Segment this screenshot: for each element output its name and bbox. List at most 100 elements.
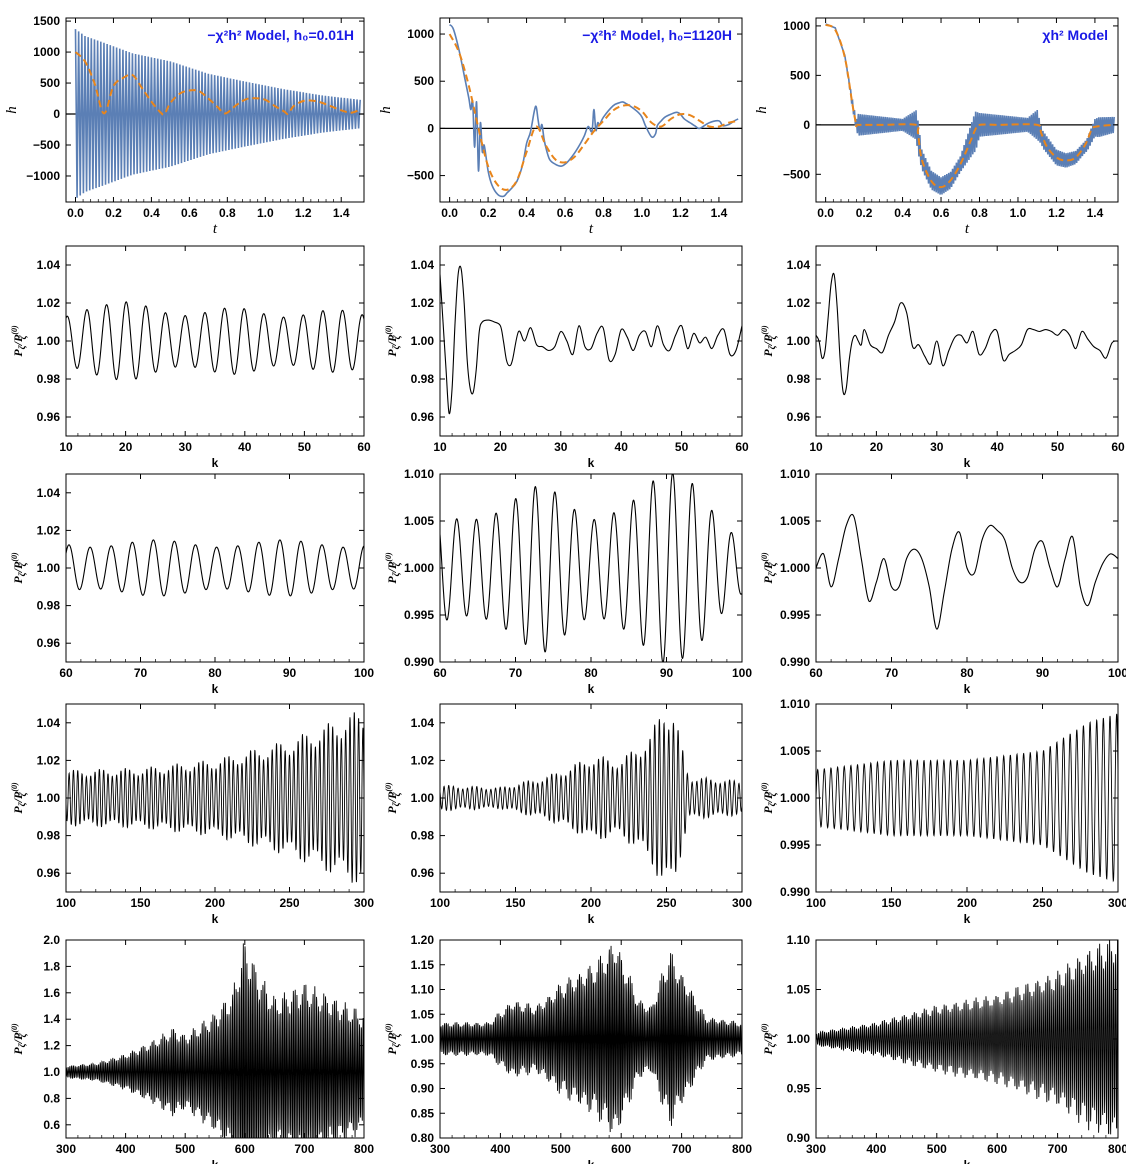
x-tick-label: 1.2 (672, 206, 689, 220)
y-axis-label-sub2: ζ (392, 561, 402, 566)
y-axis-label: Pζ/P(0)ζ (760, 782, 778, 814)
x-tick-label: 100 (430, 896, 450, 910)
y-tick-label: 1.02 (787, 296, 811, 310)
plot-area-r4c1 (440, 945, 742, 1133)
plot-area-r4c0 (66, 943, 364, 1138)
envelope-line (74, 51, 361, 116)
panel-r4c2: 300 400 500 600 700 800 0.90 0.95 1.00 1.05 1.10 k P… (760, 933, 1126, 1164)
x-tick-label: 0.8 (971, 206, 988, 220)
y-tick-label: 1.010 (780, 697, 810, 711)
spectrum-line (816, 713, 1118, 883)
x-tick-label: 30 (930, 440, 944, 454)
x-tick-label: 100 (806, 896, 826, 910)
x-axis-label: k (588, 682, 595, 696)
x-axis-label: k (588, 456, 595, 470)
x-tick-label: 1.0 (634, 206, 651, 220)
x-tick-label: 60 (433, 666, 447, 680)
y-axis-label-slash: /P (761, 791, 775, 803)
y-axis-label: Pζ/P(0)ζ (760, 552, 778, 584)
x-tick-label: 30 (554, 440, 568, 454)
y-tick-label: 1.00 (37, 791, 61, 805)
panel-r2c2: 60 70 80 90 100 0.990 0.995 1.000 1.005 1.010 k Pζ/… (760, 467, 1126, 696)
x-tick-label: 800 (732, 1142, 752, 1156)
x-tick-label: 600 (611, 1142, 631, 1156)
panel-r3c1: 100 150 200 250 300 0.96 0.98 1.00 1.02 1.04 k Pζ/P… (384, 703, 752, 926)
y-tick-label: −500 (783, 167, 810, 181)
spectrum-line (66, 943, 364, 1138)
y-axis-label: Pζ/P(0)ζ (384, 552, 402, 584)
y-tick-label: 0.6 (43, 1118, 60, 1132)
plot-area-r0c2 (816, 23, 1118, 195)
chart-title: −χ²h² Model, h₀=0.01H (207, 27, 354, 43)
y-axis-label-sub2: ζ (392, 791, 402, 796)
x-tick-label: 250 (656, 896, 676, 910)
y-tick-label: 0.990 (780, 885, 810, 899)
y-axis-label-sub: ζ (391, 1042, 401, 1047)
spectrum-line (816, 513, 1118, 630)
plot-area-r3c1 (440, 719, 742, 876)
y-tick-label: 0.98 (37, 599, 61, 613)
x-tick-label: 1.4 (1087, 206, 1104, 220)
y-tick-label: 500 (40, 76, 60, 90)
y-axis-label-sup: (0) (384, 552, 393, 562)
y-tick-label: 0.96 (37, 636, 61, 650)
y-axis-label: Pζ/P(0)ζ (10, 325, 28, 357)
x-tick-label: 300 (806, 1142, 826, 1156)
panel-r0c1: 0.0 0.2 0.4 0.6 0.8 1.0 1.2 1.4 −500 0 500 1000 t h −χ… (378, 17, 743, 237)
x-axis-label: k (964, 682, 971, 696)
y-tick-label: 1.000 (404, 561, 434, 575)
x-tick-label: 100 (354, 666, 374, 680)
y-tick-label: 1.02 (37, 523, 61, 537)
panel-r4c0: 300 400 500 600 700 800 0.6 0.8 1.0 1.2 1.4 1.6 1.8 2… (10, 933, 374, 1164)
panel-r1c0: 10 20 30 40 50 60 0.96 0.98 1.00 1.02 1.04 k Pζ/P(0)… (10, 245, 371, 470)
y-axis-label-slash: /P (385, 791, 399, 803)
y-axis-label: Pζ/P(0)ζ (10, 552, 28, 584)
panel-r1c1: 10 20 30 40 50 60 0.96 0.98 1.00 1.02 1.04 k Pζ/P(0)… (384, 245, 749, 470)
x-tick-label: 1.4 (333, 206, 350, 220)
panel-r1c2: 10 20 30 40 50 60 0.96 0.98 1.00 1.02 1.04 k Pζ/P(0)… (760, 245, 1125, 470)
panel-r2c1: 60 70 80 90 100 0.990 0.995 1.000 1.005 1.010 k Pζ/… (384, 467, 752, 696)
y-axis-label-sub: ζ (17, 571, 27, 576)
y-tick-label: 0.85 (411, 1106, 435, 1120)
y-tick-label: 1.005 (404, 514, 434, 528)
x-tick-label: 300 (354, 896, 374, 910)
y-tick-label: 0.995 (404, 608, 434, 622)
x-tick-label: 500 (551, 1142, 571, 1156)
y-tick-label: 1.005 (780, 514, 810, 528)
x-tick-label: 0.0 (817, 206, 834, 220)
x-tick-label: 0.6 (933, 206, 950, 220)
x-tick-label: 10 (433, 440, 447, 454)
y-tick-label: 1.8 (43, 959, 60, 973)
y-tick-label: 0.98 (411, 829, 435, 843)
y-tick-label: 1.10 (787, 933, 811, 947)
x-axis-label: k (588, 1158, 595, 1164)
panel-r3c2: 100 150 200 250 300 0.990 0.995 1.000 1.005 1.010… (760, 697, 1126, 926)
x-tick-label: 600 (235, 1142, 255, 1156)
y-tick-label: 1.04 (37, 258, 61, 272)
x-tick-label: 0.6 (181, 206, 198, 220)
x-tick-label: 200 (205, 896, 225, 910)
y-axis-label-sub: ζ (391, 571, 401, 576)
y-tick-label: 1.000 (780, 791, 810, 805)
oscillation-line (74, 29, 361, 198)
y-axis-label-sup: (0) (384, 782, 393, 792)
x-tick-label: 90 (1036, 666, 1050, 680)
x-tick-label: 40 (615, 440, 629, 454)
plot-frame (815, 703, 1119, 893)
x-tick-label: 300 (56, 1142, 76, 1156)
y-tick-label: 1.000 (780, 561, 810, 575)
y-axis-label-sub2: ζ (18, 791, 28, 796)
y-axis-label-sub: ζ (17, 1042, 27, 1047)
y-axis-label-sub: ζ (767, 1042, 777, 1047)
plot-area-r1c1 (440, 265, 742, 415)
y-axis-label-slash: /P (385, 561, 399, 573)
x-tick-label: 300 (1108, 896, 1126, 910)
x-tick-label: 50 (1051, 440, 1065, 454)
x-axis-label: k (212, 1158, 219, 1164)
x-tick-label: 100 (732, 666, 752, 680)
y-axis-label-slash: /P (11, 561, 25, 573)
plot-frame (65, 473, 365, 663)
x-tick-label: 40 (238, 440, 252, 454)
oscillation-line (825, 23, 1115, 195)
